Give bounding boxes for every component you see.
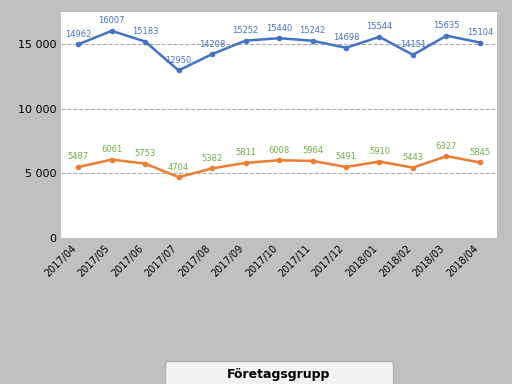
Text: 5487: 5487 [68, 152, 89, 162]
Text: 15252: 15252 [232, 26, 259, 35]
utanför sjukhus [109, 157, 115, 162]
sjukhus [443, 33, 450, 38]
Text: 15440: 15440 [266, 24, 292, 33]
Text: 14208: 14208 [199, 40, 225, 49]
Text: 4704: 4704 [168, 163, 189, 172]
Text: 6327: 6327 [436, 142, 457, 151]
Text: 15544: 15544 [367, 22, 393, 31]
Text: 6008: 6008 [268, 146, 290, 155]
Text: 5964: 5964 [302, 146, 323, 155]
Text: 14151: 14151 [400, 40, 426, 49]
utanför sjukhus [376, 159, 382, 164]
sjukhus [109, 28, 115, 33]
Text: 5753: 5753 [135, 149, 156, 158]
Text: 5845: 5845 [470, 148, 490, 157]
utanför sjukhus [343, 165, 349, 169]
Text: 5910: 5910 [369, 147, 390, 156]
Text: 6061: 6061 [101, 145, 122, 154]
sjukhus [209, 52, 215, 56]
Legend: sjukhus, utanför sjukhus: sjukhus, utanför sjukhus [165, 361, 393, 384]
Text: 5811: 5811 [235, 148, 256, 157]
utanför sjukhus [243, 161, 249, 165]
sjukhus [75, 42, 81, 47]
Text: 14698: 14698 [333, 33, 359, 42]
utanför sjukhus [209, 166, 215, 171]
sjukhus [243, 38, 249, 43]
sjukhus [142, 39, 148, 44]
Text: 5491: 5491 [335, 152, 356, 161]
sjukhus [276, 36, 282, 40]
utanför sjukhus [309, 159, 315, 163]
Text: 16007: 16007 [98, 16, 125, 25]
Text: 14962: 14962 [65, 30, 91, 39]
sjukhus [477, 40, 483, 45]
Text: 5382: 5382 [201, 154, 223, 163]
Text: 5443: 5443 [402, 153, 423, 162]
Text: 12950: 12950 [165, 56, 191, 65]
Line: utanför sjukhus: utanför sjukhus [76, 154, 482, 179]
utanför sjukhus [75, 165, 81, 169]
sjukhus [410, 53, 416, 57]
utanför sjukhus [276, 158, 282, 162]
utanför sjukhus [410, 165, 416, 170]
Text: 15635: 15635 [433, 21, 460, 30]
utanför sjukhus [443, 154, 450, 159]
Text: 15242: 15242 [300, 26, 326, 35]
sjukhus [376, 35, 382, 39]
Text: 15183: 15183 [132, 27, 158, 36]
sjukhus [176, 68, 182, 73]
utanför sjukhus [142, 161, 148, 166]
sjukhus [309, 38, 315, 43]
Text: 15104: 15104 [467, 28, 493, 37]
sjukhus [343, 45, 349, 50]
utanför sjukhus [477, 160, 483, 165]
utanför sjukhus [176, 175, 182, 179]
Line: sjukhus: sjukhus [76, 29, 482, 73]
